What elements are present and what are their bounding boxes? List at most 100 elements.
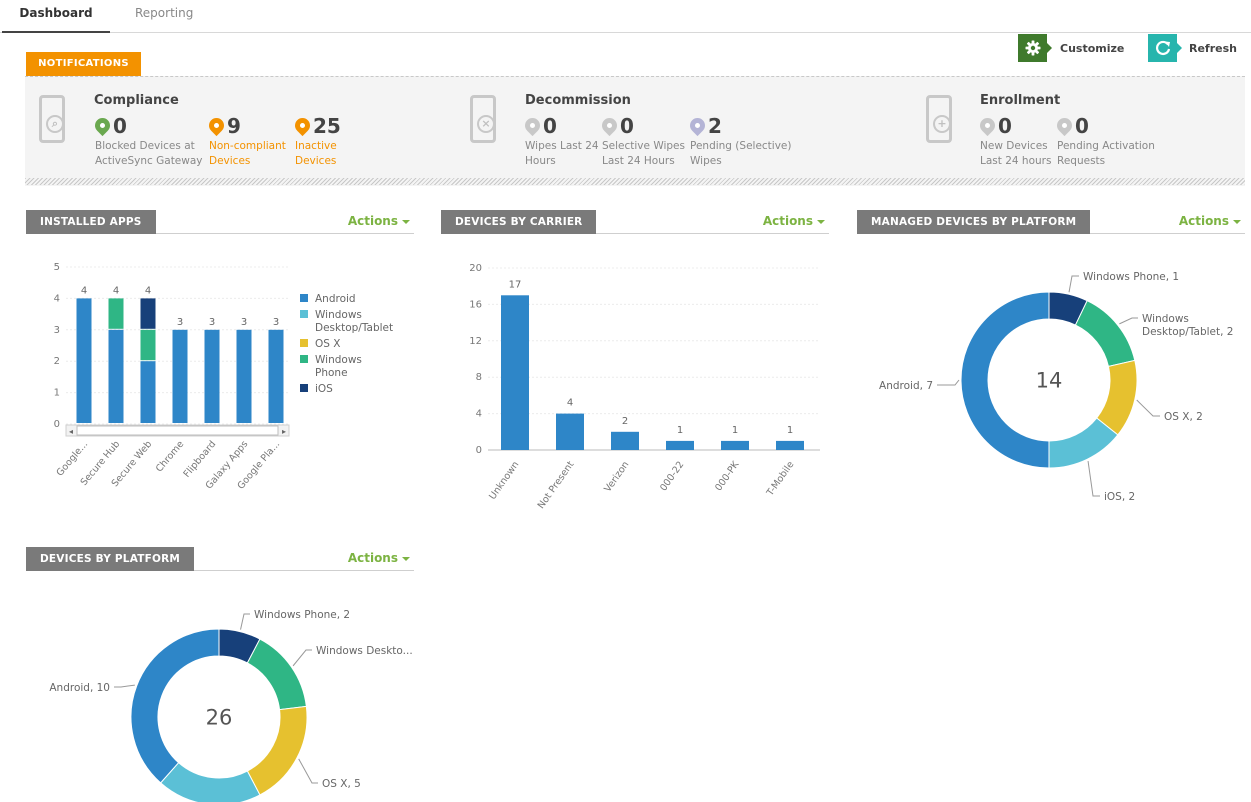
- donut-slice: [159, 761, 261, 802]
- legend-label: Phone: [315, 367, 348, 379]
- bar: [721, 440, 749, 450]
- data-label: 4: [567, 398, 573, 409]
- x-tick-label: 000-22: [658, 459, 686, 493]
- y-tick-label: 12: [469, 336, 482, 347]
- legend-swatch: [300, 355, 308, 363]
- donut-slice: [130, 628, 220, 784]
- bar: [501, 295, 529, 450]
- donut-slice: [246, 705, 308, 796]
- data-label: 4: [145, 285, 151, 296]
- leader-line: [240, 613, 250, 630]
- slice-label: OS X, 5: [322, 778, 361, 790]
- slice-label: Windows: [1142, 313, 1189, 325]
- carrier-actions[interactable]: Actions: [763, 214, 825, 228]
- customize-label: Customize: [1060, 41, 1125, 55]
- data-label: 4: [113, 285, 119, 296]
- bar-segment: [140, 298, 156, 329]
- bar-segment: [172, 329, 188, 423]
- y-tick-label: 1: [54, 388, 60, 399]
- data-label: 3: [177, 317, 183, 328]
- legend-label: OS X: [315, 338, 340, 350]
- slice-label: Windows Phone, 2: [254, 609, 350, 621]
- data-label: 1: [677, 425, 683, 436]
- x-tick-label: 000-PK: [713, 459, 742, 493]
- bar-segment: [108, 298, 124, 329]
- leader-line: [292, 649, 312, 667]
- installed-apps-title: INSTALLED APPS: [26, 210, 156, 234]
- tab-bar: Dashboard Reporting: [0, 0, 1251, 33]
- legend-swatch: [300, 339, 308, 347]
- compliance-title: Compliance: [94, 93, 179, 108]
- bar-segment: [76, 298, 92, 423]
- data-label: 2: [622, 416, 628, 427]
- slice-label: iOS, 2: [1104, 491, 1135, 503]
- legend-label: Windows: [315, 309, 362, 321]
- legend-label: Windows: [315, 354, 362, 366]
- bar-segment: [236, 329, 252, 423]
- leader-line: [1068, 275, 1079, 293]
- notifications-panel: ⌕ Compliance 0 Blocked Devices at ActiveS…: [25, 76, 1245, 186]
- scroll-left-icon[interactable]: ◂: [69, 427, 73, 436]
- legend-swatch: [300, 310, 308, 318]
- platform-actions[interactable]: Actions: [348, 551, 410, 565]
- x-tick-label: T-Mobile: [764, 459, 796, 499]
- leader-line: [1087, 461, 1100, 497]
- data-label: 3: [273, 317, 279, 328]
- y-tick-label: 16: [469, 299, 482, 310]
- customize-button[interactable]: Customize: [1018, 34, 1124, 62]
- y-tick-label: 2: [54, 356, 60, 367]
- phone-wipe-icon: ×: [470, 95, 496, 143]
- managed-platform-header: MANAGED DEVICES BY PLATFORM Actions: [857, 210, 1245, 234]
- legend-swatch: [300, 384, 308, 392]
- data-label: 1: [787, 425, 793, 436]
- slice-label: Windows Phone, 1: [1083, 271, 1179, 283]
- slice-label: Android, 10: [49, 682, 110, 694]
- x-tick-label: Unknown: [487, 459, 521, 501]
- y-tick-label: 5: [54, 262, 60, 273]
- legend-label: Desktop/Tablet: [315, 322, 393, 334]
- leader-line: [1119, 317, 1138, 325]
- donut-slice: [246, 638, 307, 711]
- refresh-label: Refresh: [1189, 41, 1237, 55]
- bar: [611, 431, 639, 450]
- y-tick-label: 4: [476, 409, 482, 420]
- donut-center-total: 14: [1036, 368, 1063, 392]
- bar: [666, 440, 694, 450]
- installed-apps-actions[interactable]: Actions: [348, 214, 410, 228]
- y-tick-label: 3: [54, 325, 60, 336]
- data-label: 3: [241, 317, 247, 328]
- leader-line: [114, 684, 135, 688]
- phone-search-icon: ⌕: [39, 95, 65, 143]
- managed-platform-actions[interactable]: Actions: [1179, 214, 1241, 228]
- y-tick-label: 4: [54, 293, 60, 304]
- legend-label: Android: [315, 293, 356, 305]
- tab-dashboard[interactable]: Dashboard: [2, 6, 110, 33]
- tab-reporting[interactable]: Reporting: [135, 6, 194, 20]
- notifications-tag: NOTIFICATIONS: [26, 52, 141, 76]
- caret-down-icon: [402, 556, 410, 561]
- bar: [556, 413, 584, 450]
- scroll-right-icon[interactable]: ▸: [282, 427, 286, 436]
- leader-line: [937, 379, 960, 386]
- x-tick-label: Verizon: [602, 459, 631, 494]
- y-tick-label: 20: [469, 263, 482, 274]
- decommission-title: Decommission: [525, 93, 631, 108]
- slice-label: Windows Deskto...: [316, 645, 413, 657]
- installed-apps-header: INSTALLED APPS Actions: [26, 210, 414, 234]
- caret-down-icon: [402, 219, 410, 224]
- data-label: 3: [209, 317, 215, 328]
- carrier-title: DEVICES BY CARRIER: [441, 210, 597, 234]
- donut-center-total: 26: [206, 705, 233, 729]
- caret-down-icon: [1233, 219, 1241, 224]
- bar: [776, 440, 804, 450]
- caret-down-icon: [817, 219, 825, 224]
- refresh-icon: [1148, 34, 1182, 62]
- legend-swatch: [300, 294, 308, 302]
- slice-label: OS X, 2: [1164, 411, 1203, 423]
- y-tick-label: 8: [476, 372, 482, 383]
- y-tick-label: 0: [476, 445, 482, 456]
- carrier-header: DEVICES BY CARRIER Actions: [441, 210, 829, 234]
- scrollbar-thumb[interactable]: [76, 425, 279, 436]
- refresh-button[interactable]: Refresh: [1148, 34, 1237, 62]
